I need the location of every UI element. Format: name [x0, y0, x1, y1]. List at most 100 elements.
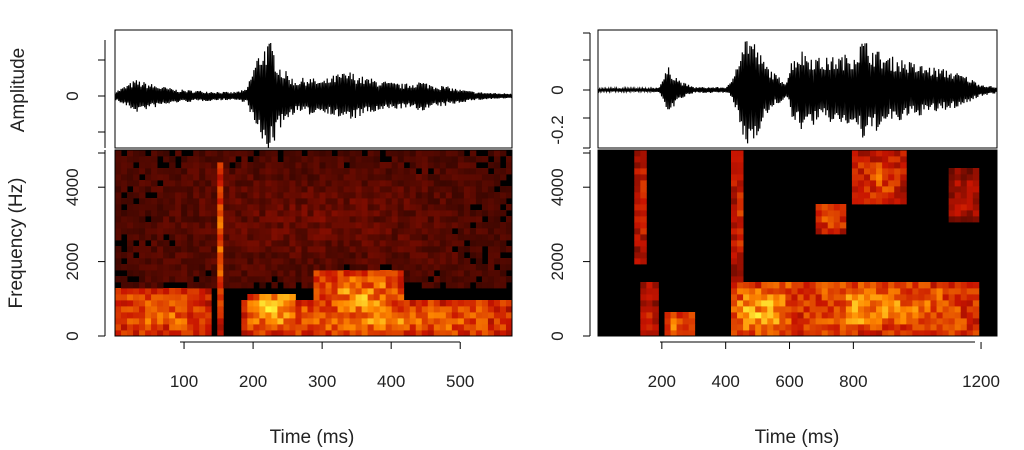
spectrogram-cell — [259, 252, 266, 259]
spectrogram-cell — [289, 318, 296, 325]
spectrogram-cell — [259, 156, 266, 163]
spectrogram-cell — [876, 174, 883, 181]
spectrogram-cell — [894, 288, 901, 295]
spectrogram-cell — [640, 174, 647, 181]
spectrogram-cell — [169, 174, 176, 181]
spectrogram-cell — [463, 330, 471, 337]
spectrogram-cell — [900, 282, 907, 289]
spectrogram-cell — [373, 282, 381, 289]
spectrogram-cell — [373, 156, 381, 163]
spectrogram-cell — [833, 324, 841, 331]
spectrogram-cell — [397, 234, 405, 241]
spectrogram-cell — [265, 168, 272, 175]
spectrogram-cell — [954, 306, 962, 313]
spectrogram-cell — [223, 216, 230, 223]
spectrogram-cell — [211, 216, 218, 223]
spectrogram-cell — [373, 216, 381, 223]
spectrogram-cell — [421, 228, 429, 235]
spectrogram-cell — [954, 324, 962, 331]
spectrogram-cell — [737, 252, 744, 259]
spectrogram-cell — [379, 252, 387, 259]
spectrogram-cell — [463, 312, 471, 319]
spectrogram-cell — [355, 240, 363, 247]
spectrogram-cell — [505, 204, 513, 211]
spectrogram-cell — [139, 306, 146, 313]
spectrogram-cell — [773, 324, 780, 331]
spectrogram-cell — [761, 288, 768, 295]
spectrogram-cell — [924, 288, 931, 295]
spectrogram-cell — [331, 234, 338, 241]
spectrogram-cell — [181, 216, 188, 223]
spectrogram-cell — [888, 288, 895, 295]
spectrogram-cell — [821, 294, 829, 301]
spectrogram-cell — [882, 186, 889, 193]
spectrogram-cell — [463, 174, 471, 181]
spectrogram-cell — [199, 204, 206, 211]
spectrogram-cell — [403, 192, 411, 199]
spectrogram-cell — [439, 210, 447, 217]
spectrogram-cell — [361, 168, 369, 175]
spectrogram-cell — [229, 204, 236, 211]
spectrogram-cell — [640, 306, 647, 313]
spectrogram-cell — [409, 222, 417, 229]
spectrogram-cell — [427, 330, 435, 337]
spectrogram-cell — [277, 246, 284, 253]
spectrogram-cell — [193, 300, 200, 307]
spectrogram-cell — [313, 264, 320, 271]
spectrogram-cell — [833, 294, 841, 301]
spectrogram-cell — [151, 258, 158, 265]
spectrogram-cell — [319, 180, 326, 187]
spectrogram-cell — [791, 330, 798, 337]
spectrogram-cell — [289, 174, 296, 181]
spectrogram-cell — [731, 156, 738, 163]
spectrogram-cell — [157, 192, 164, 199]
spectrogram-cell — [187, 204, 194, 211]
spectrogram-cell — [493, 168, 501, 175]
spectrogram-cell — [403, 204, 411, 211]
spectrogram-cell — [900, 318, 907, 325]
spectrogram-cell — [127, 288, 134, 295]
spectrogram-cell — [163, 156, 170, 163]
spectrogram-cell — [211, 174, 218, 181]
spectrogram-cell — [912, 324, 919, 331]
spectrogram-cell — [337, 150, 344, 157]
spectrogram-cell — [421, 330, 429, 337]
spectrogram-cell — [325, 210, 332, 217]
spectrogram-cell — [427, 252, 435, 259]
spectrogram-cell — [463, 162, 471, 169]
spectrogram-cell — [960, 192, 968, 199]
spectrogram-cell — [948, 324, 956, 331]
spectrogram-cell — [481, 180, 489, 187]
spectrogram-cell — [259, 258, 266, 265]
spectrogram-cell — [259, 150, 266, 157]
spectrogram-cell — [223, 252, 230, 259]
spectrogram-cell — [205, 222, 212, 229]
spectrogram-cell — [325, 264, 332, 271]
spectrogram-cell — [325, 288, 332, 295]
spectrogram-cell — [355, 288, 363, 295]
spectrogram-cell — [343, 252, 350, 259]
spectrogram-cell — [827, 306, 835, 313]
spectrogram-cell — [876, 306, 883, 313]
spectrogram-cell — [181, 156, 188, 163]
spectrogram-cell — [445, 192, 453, 199]
spectrogram-cell — [241, 312, 248, 319]
spectrogram-cell — [253, 306, 260, 313]
spectrogram-cell — [307, 324, 314, 331]
spectrogram-cell — [942, 300, 950, 307]
spectrogram-cell — [145, 312, 152, 319]
spectrogram-cell — [301, 162, 308, 169]
spectrogram-cell — [223, 186, 230, 193]
spectrogram-cell — [791, 318, 798, 325]
spectrogram-cell — [295, 204, 302, 211]
spectrogram-cell — [241, 330, 248, 337]
spectrogram-cell — [421, 276, 429, 283]
spectrogram-cell — [271, 162, 278, 169]
spectrogram-cell — [235, 282, 242, 289]
spectrogram-cell — [127, 204, 134, 211]
spectrogram-cell — [199, 276, 206, 283]
spectrogram-cell — [217, 186, 224, 193]
spectrogram-cell — [187, 312, 194, 319]
spectrogram-cell — [277, 306, 284, 313]
spectrogram-cell — [199, 222, 206, 229]
